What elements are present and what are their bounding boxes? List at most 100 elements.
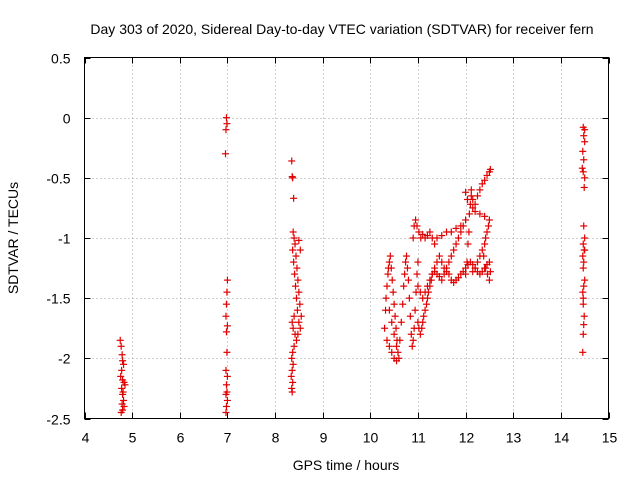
data-point — [471, 264, 479, 272]
data-point — [118, 351, 126, 359]
data-point — [391, 312, 399, 320]
data-point — [413, 270, 421, 278]
data-point — [579, 252, 587, 260]
data-point — [385, 306, 393, 314]
data-point — [579, 348, 587, 356]
data-point — [294, 330, 302, 338]
data-point — [394, 348, 402, 356]
data-point — [222, 408, 230, 416]
data-point — [289, 246, 297, 254]
x-tick-label: 8 — [272, 430, 280, 446]
y-tick-label: -2 — [58, 351, 71, 367]
data-point — [469, 260, 477, 268]
data-point — [462, 264, 470, 272]
y-tick-labels: -2.5 -2 -1.5 -1 -0.5 0 0.5 — [46, 51, 70, 428]
data-point — [289, 378, 297, 386]
data-point — [223, 120, 231, 128]
data-point — [484, 222, 492, 230]
data-point — [119, 388, 127, 396]
data-point — [469, 204, 477, 212]
data-point — [288, 354, 296, 362]
data-point — [465, 228, 473, 236]
data-point — [435, 273, 443, 281]
data-point — [118, 366, 126, 374]
data-point — [579, 264, 587, 272]
x-axis-label: GPS time / hours — [293, 457, 400, 473]
data-point — [222, 114, 230, 122]
data-point — [223, 288, 231, 296]
data-point — [579, 330, 587, 338]
data-point — [424, 288, 432, 296]
data-point — [580, 222, 588, 230]
x-tick-label: 11 — [411, 430, 426, 446]
data-point — [438, 232, 446, 240]
data-point — [384, 270, 392, 278]
data-point — [120, 396, 128, 404]
data-point — [387, 264, 395, 272]
data-point — [415, 228, 423, 236]
x-tick-label: 12 — [459, 430, 475, 446]
data-point — [467, 186, 475, 194]
data-point — [383, 336, 391, 344]
data-point — [291, 240, 299, 248]
data-point — [390, 300, 398, 308]
data-point — [222, 300, 230, 308]
data-point — [413, 222, 421, 230]
data-point — [427, 276, 435, 284]
data-point — [287, 372, 295, 380]
data-point — [426, 228, 434, 236]
data-point — [459, 222, 467, 230]
data-point — [292, 294, 300, 302]
data-point — [454, 234, 462, 242]
data-point — [383, 282, 391, 290]
plot-frame — [84, 57, 609, 419]
data-point — [482, 264, 490, 272]
data-point — [288, 157, 296, 165]
data-point — [423, 232, 431, 240]
data-point — [438, 276, 446, 284]
y-tick-label: -2.5 — [46, 412, 70, 428]
data-point — [486, 165, 494, 173]
data-point — [443, 264, 451, 272]
data-point — [402, 258, 410, 266]
data-point — [294, 276, 302, 284]
data-point — [579, 300, 587, 308]
data-point — [462, 216, 470, 224]
data-point — [482, 234, 490, 242]
data-point — [290, 194, 298, 202]
data-point — [222, 126, 230, 134]
data-point — [295, 236, 303, 244]
data-point — [390, 330, 398, 338]
data-point — [403, 252, 411, 260]
data-point — [386, 252, 394, 260]
data-point — [409, 234, 417, 242]
data-point — [409, 336, 417, 344]
data-point — [420, 312, 428, 320]
data-point — [388, 276, 396, 284]
data-point — [454, 274, 462, 282]
data-point — [580, 321, 588, 329]
data-point — [418, 324, 426, 332]
data-point — [481, 176, 489, 184]
data-point — [480, 252, 488, 260]
data-point — [579, 288, 587, 296]
data-point — [481, 212, 489, 220]
data-point — [223, 348, 231, 356]
x-tick-label: 13 — [506, 430, 522, 446]
data-point — [478, 268, 486, 276]
data-point — [579, 240, 587, 248]
data-point — [421, 306, 429, 314]
data-point — [399, 300, 407, 308]
data-point — [288, 388, 296, 396]
data-point — [381, 324, 389, 332]
data-point — [403, 264, 411, 272]
data-point — [483, 228, 491, 236]
data-point — [435, 252, 443, 260]
data-point — [396, 336, 404, 344]
data-point — [412, 216, 420, 224]
data-point — [385, 258, 393, 266]
data-point — [580, 282, 588, 290]
data-point — [452, 240, 460, 248]
data-point — [457, 228, 465, 236]
